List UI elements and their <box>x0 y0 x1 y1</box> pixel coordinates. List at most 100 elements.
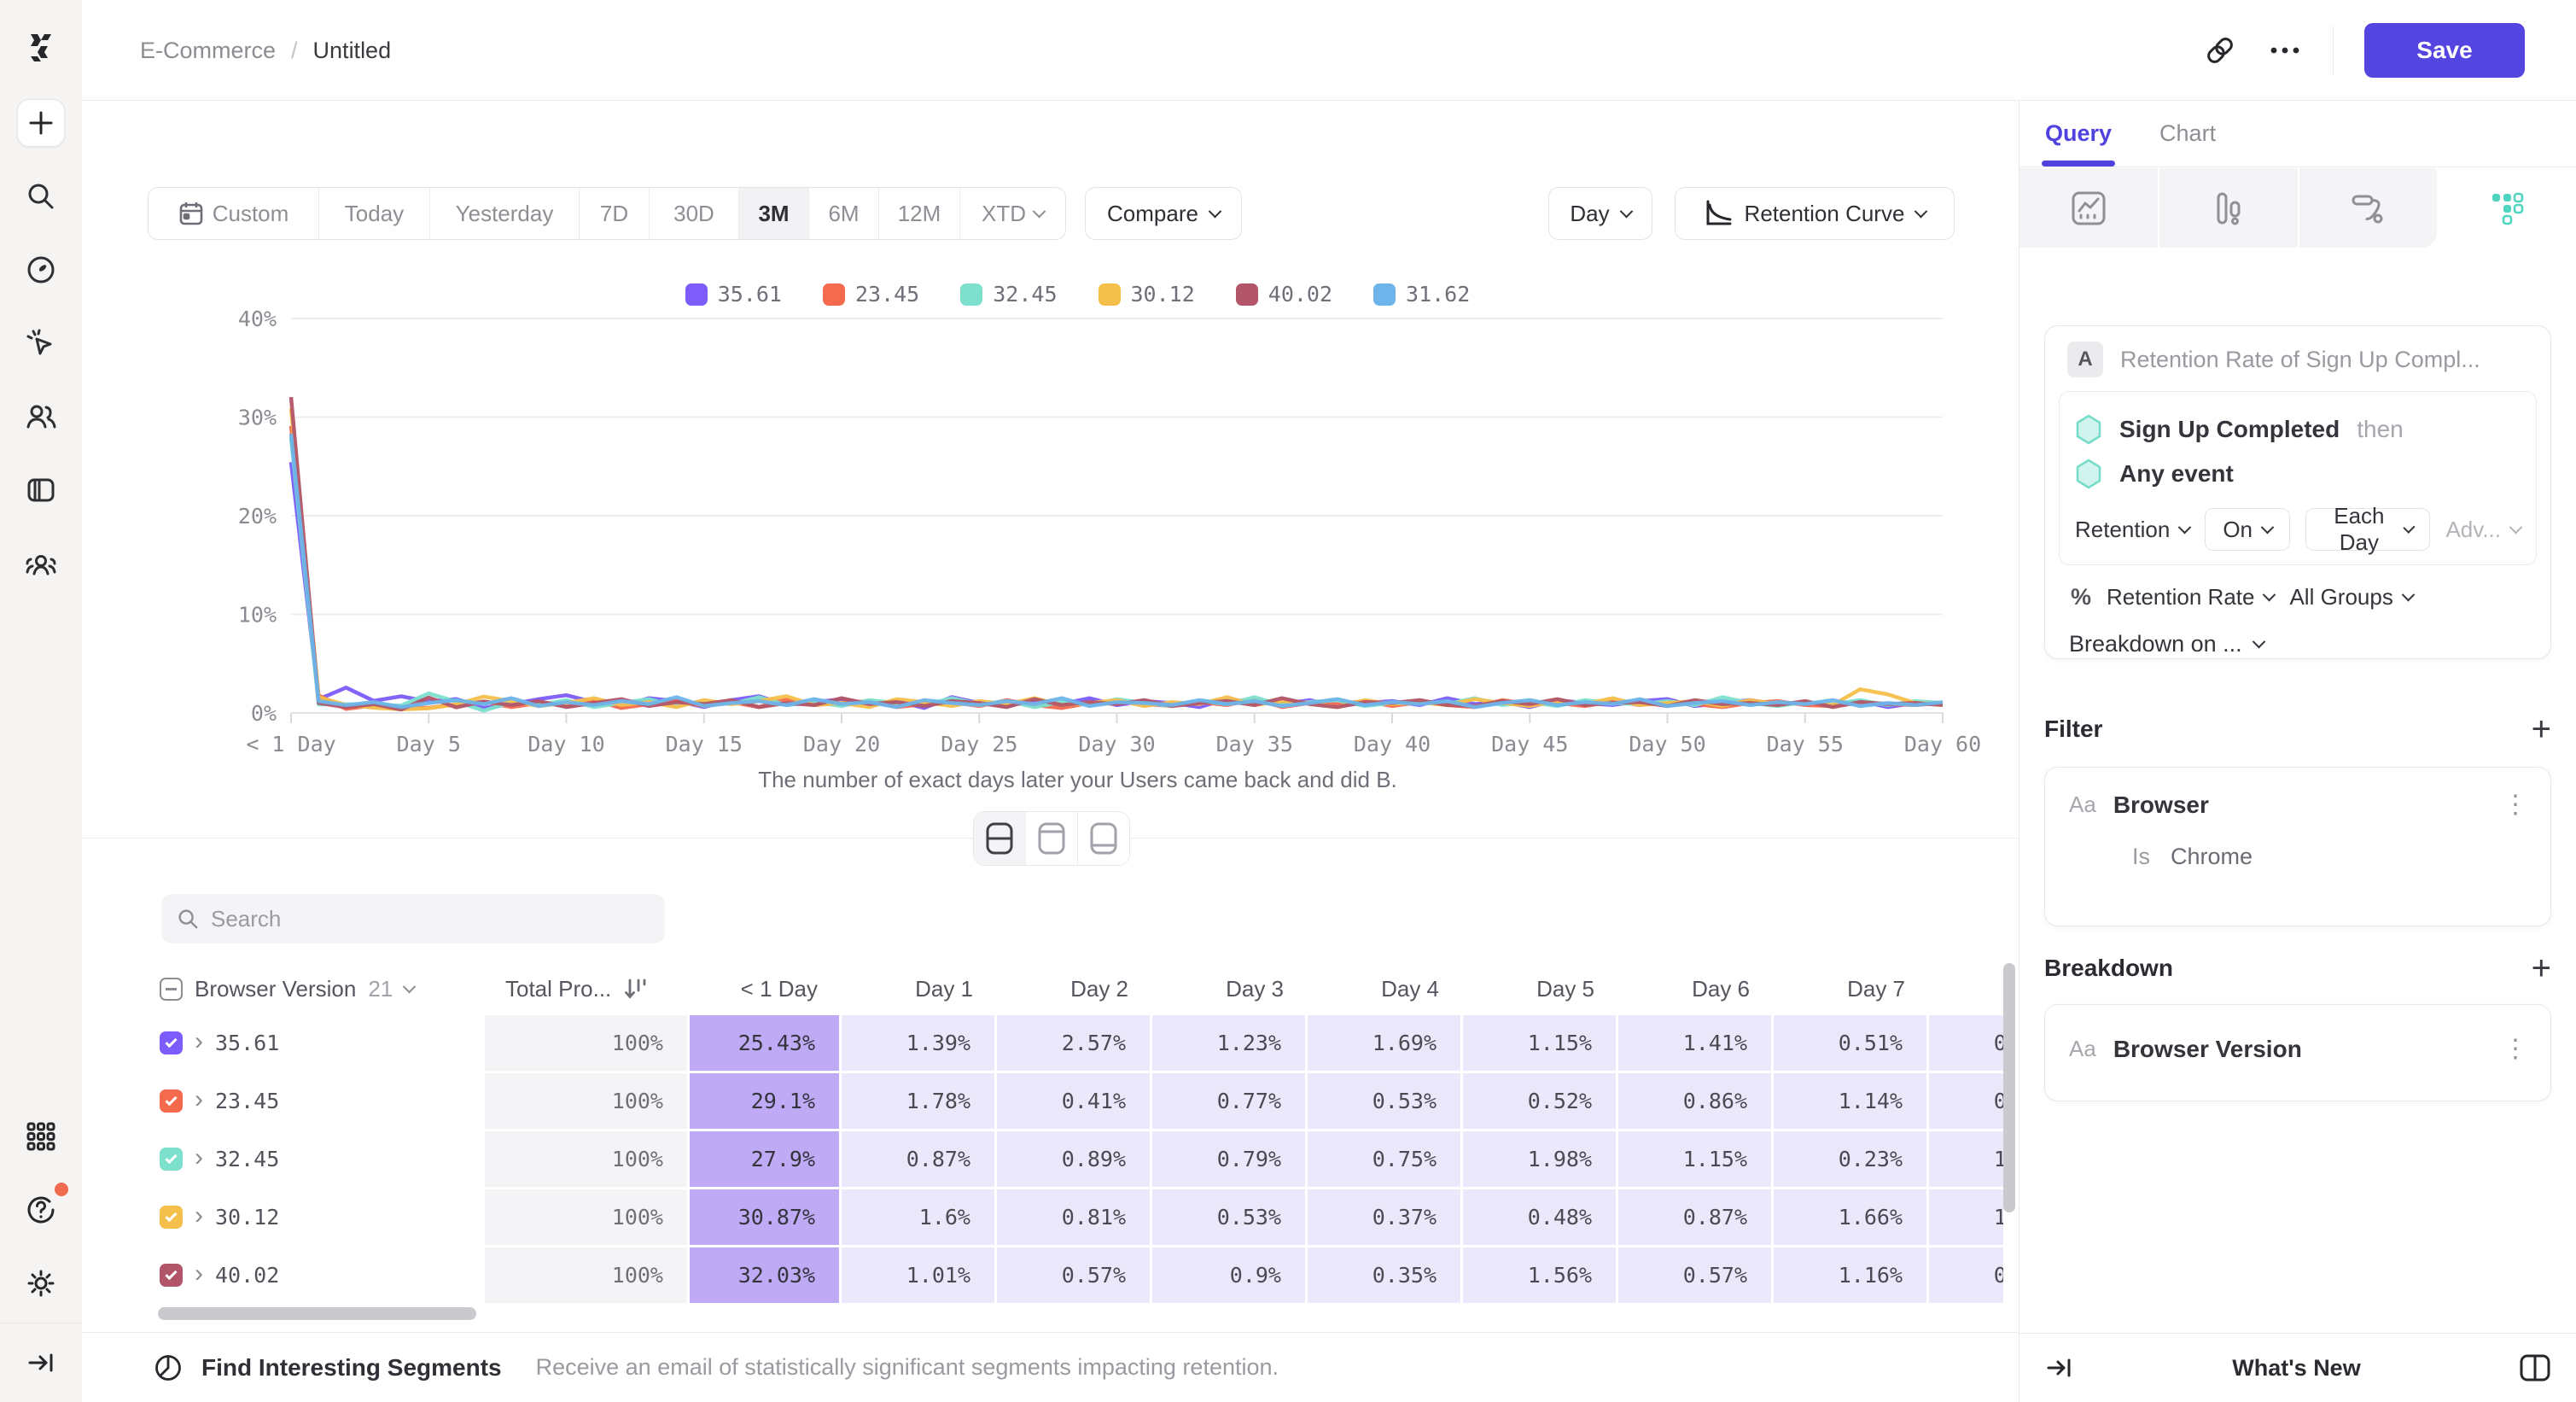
legend-item[interactable]: 31.62 <box>1373 282 1470 307</box>
save-button[interactable]: Save <box>2364 23 2525 78</box>
legend-item[interactable]: 32.45 <box>960 282 1058 307</box>
retention-type-dropdown[interactable]: Retention <box>2075 517 2192 543</box>
event-1-name[interactable]: Sign Up Completed <box>2119 416 2340 442</box>
whats-new-button[interactable]: What's New <box>2232 1354 2361 1381</box>
report-type-flows-icon[interactable] <box>2299 168 2438 248</box>
row-name-cell[interactable]: › 32.45 <box>148 1131 485 1189</box>
collapse-sidebar-icon[interactable] <box>17 1339 65 1387</box>
layout-chart-button[interactable] <box>1026 812 1078 865</box>
group-column-header[interactable]: Browser Version 21 <box>148 962 485 1015</box>
chart-type-button[interactable]: Retention Curve <box>1675 187 1955 240</box>
report-type-insights-icon[interactable] <box>2019 168 2159 248</box>
row-expander-icon[interactable]: › <box>195 1259 203 1288</box>
row-name-cell[interactable]: › 35.61 <box>148 1015 485 1073</box>
legend-item[interactable]: 23.45 <box>822 282 919 307</box>
reports-board-icon[interactable] <box>17 466 65 514</box>
day-column-header[interactable]: Day 3 <box>1226 975 1284 1002</box>
row-expander-icon[interactable]: › <box>195 1200 203 1230</box>
breadcrumb-project[interactable]: E-Commerce <box>140 37 277 63</box>
report-type-retention-icon[interactable] <box>2437 168 2576 248</box>
layout-split-button[interactable] <box>974 812 1026 865</box>
legend-item[interactable]: 30.12 <box>1098 282 1195 307</box>
chevron-down-icon <box>2252 634 2265 649</box>
row-name-cell[interactable]: › 30.12 <box>148 1189 485 1247</box>
breakdown-menu-icon[interactable]: ⋮ <box>2503 1035 2528 1063</box>
layout-table-button[interactable] <box>1078 812 1129 865</box>
more-options-icon[interactable] <box>2268 45 2302 55</box>
total-column-header[interactable]: Total Pro... <box>485 962 690 1015</box>
event-step-1[interactable]: Sign Up Completed then <box>2075 407 2521 452</box>
row-name-cell[interactable]: › 23.45 <box>148 1073 485 1131</box>
row-checkbox[interactable] <box>160 1264 183 1287</box>
report-type-funnels-icon[interactable] <box>2159 168 2299 248</box>
date-range-xtd[interactable]: XTD <box>960 188 1065 239</box>
select-all-checkbox[interactable] <box>160 977 183 1001</box>
row-checkbox[interactable] <box>160 1206 183 1229</box>
day-column-header[interactable]: Day 5 <box>1536 975 1594 1002</box>
on-dropdown[interactable]: On <box>2205 508 2290 551</box>
vertical-scrollbar[interactable] <box>2003 963 2015 1212</box>
day-cell: 0.37% <box>1308 1189 1463 1247</box>
apps-grid-icon[interactable] <box>17 1113 65 1160</box>
row-checkbox[interactable] <box>160 1148 183 1171</box>
row-checkbox[interactable] <box>160 1089 183 1113</box>
breakdown-property-name[interactable]: Browser Version <box>2113 1035 2302 1062</box>
date-range-yesterday[interactable]: Yesterday <box>430 188 580 239</box>
date-range-30d[interactable]: 30D <box>650 188 739 239</box>
tab-chart[interactable]: Chart <box>2159 120 2217 146</box>
help-icon[interactable] <box>17 1183 68 1234</box>
groups-dropdown[interactable]: All Groups <box>2289 584 2416 610</box>
day-column-header[interactable]: Day 8 <box>1929 962 2003 1015</box>
cohorts-people-icon[interactable] <box>17 540 65 587</box>
event-2-name[interactable]: Any event <box>2119 460 2234 487</box>
legend-item[interactable]: 35.61 <box>685 282 782 307</box>
row-name-cell[interactable]: › 40.02 <box>148 1247 485 1306</box>
create-new-button[interactable] <box>17 99 65 147</box>
day-column-header[interactable]: Day 4 <box>1381 975 1439 1002</box>
filter-operator[interactable]: Is <box>2132 844 2151 869</box>
metric-dropdown[interactable]: Retention Rate <box>2107 584 2276 610</box>
date-range-12m[interactable]: 12M <box>879 188 960 239</box>
query-title[interactable]: Retention Rate of Sign Up Compl... <box>2120 346 2480 372</box>
event-step-2[interactable]: Any event <box>2075 452 2521 496</box>
granularity-button[interactable]: Day <box>1548 187 1652 240</box>
compare-button[interactable]: Compare <box>1085 187 1242 240</box>
search-nav-icon[interactable] <box>17 172 65 220</box>
date-range-6m[interactable]: 6M <box>809 188 879 239</box>
legend-item[interactable]: 40.02 <box>1235 282 1332 307</box>
panel-layout-icon[interactable] <box>2519 1353 2551 1382</box>
each-day-dropdown[interactable]: Each Day <box>2305 503 2431 555</box>
users-icon[interactable] <box>17 393 65 441</box>
day-column-header[interactable]: Day 1 <box>915 975 973 1002</box>
find-segments-button[interactable]: Find Interesting Segments <box>201 1353 502 1381</box>
row-checkbox[interactable] <box>160 1031 183 1054</box>
filter-value[interactable]: Chrome <box>2171 844 2253 869</box>
row-expander-icon[interactable]: › <box>195 1142 203 1171</box>
report-title[interactable]: Untitled <box>312 37 392 63</box>
day-column-header[interactable]: Day 6 <box>1692 975 1750 1002</box>
date-range-custom[interactable]: Custom <box>149 188 319 239</box>
day-column-header[interactable]: < 1 Day <box>740 975 818 1002</box>
add-breakdown-button[interactable]: + <box>2531 949 2551 987</box>
mixpanel-logo-icon[interactable] <box>22 29 60 67</box>
boards-compass-icon[interactable] <box>17 246 65 294</box>
breakdown-on-dropdown[interactable]: Breakdown on ... <box>2045 610 2550 657</box>
search-input[interactable] <box>210 905 650 932</box>
collapse-panel-icon[interactable] <box>2045 1353 2074 1382</box>
events-cursor-icon[interactable] <box>17 319 65 367</box>
date-range-3m[interactable]: 3M <box>739 188 809 239</box>
day-column-header[interactable]: Day 2 <box>1070 975 1128 1002</box>
date-range-7d[interactable]: 7D <box>580 188 650 239</box>
day-column-header[interactable]: Day 7 <box>1847 975 1905 1002</box>
row-expander-icon[interactable]: › <box>195 1026 203 1055</box>
horizontal-scrollbar[interactable] <box>158 1307 476 1320</box>
settings-gear-icon[interactable] <box>17 1259 65 1307</box>
tab-query[interactable]: Query <box>2041 101 2116 166</box>
filter-menu-icon[interactable]: ⋮ <box>2503 791 2528 819</box>
row-expander-icon[interactable]: › <box>195 1084 203 1113</box>
copy-link-icon[interactable] <box>2203 33 2237 67</box>
advanced-dropdown[interactable]: Adv... <box>2445 517 2523 543</box>
date-range-today[interactable]: Today <box>319 188 430 239</box>
filter-property-name[interactable]: Browser <box>2113 791 2209 818</box>
add-filter-button[interactable]: + <box>2531 710 2551 748</box>
